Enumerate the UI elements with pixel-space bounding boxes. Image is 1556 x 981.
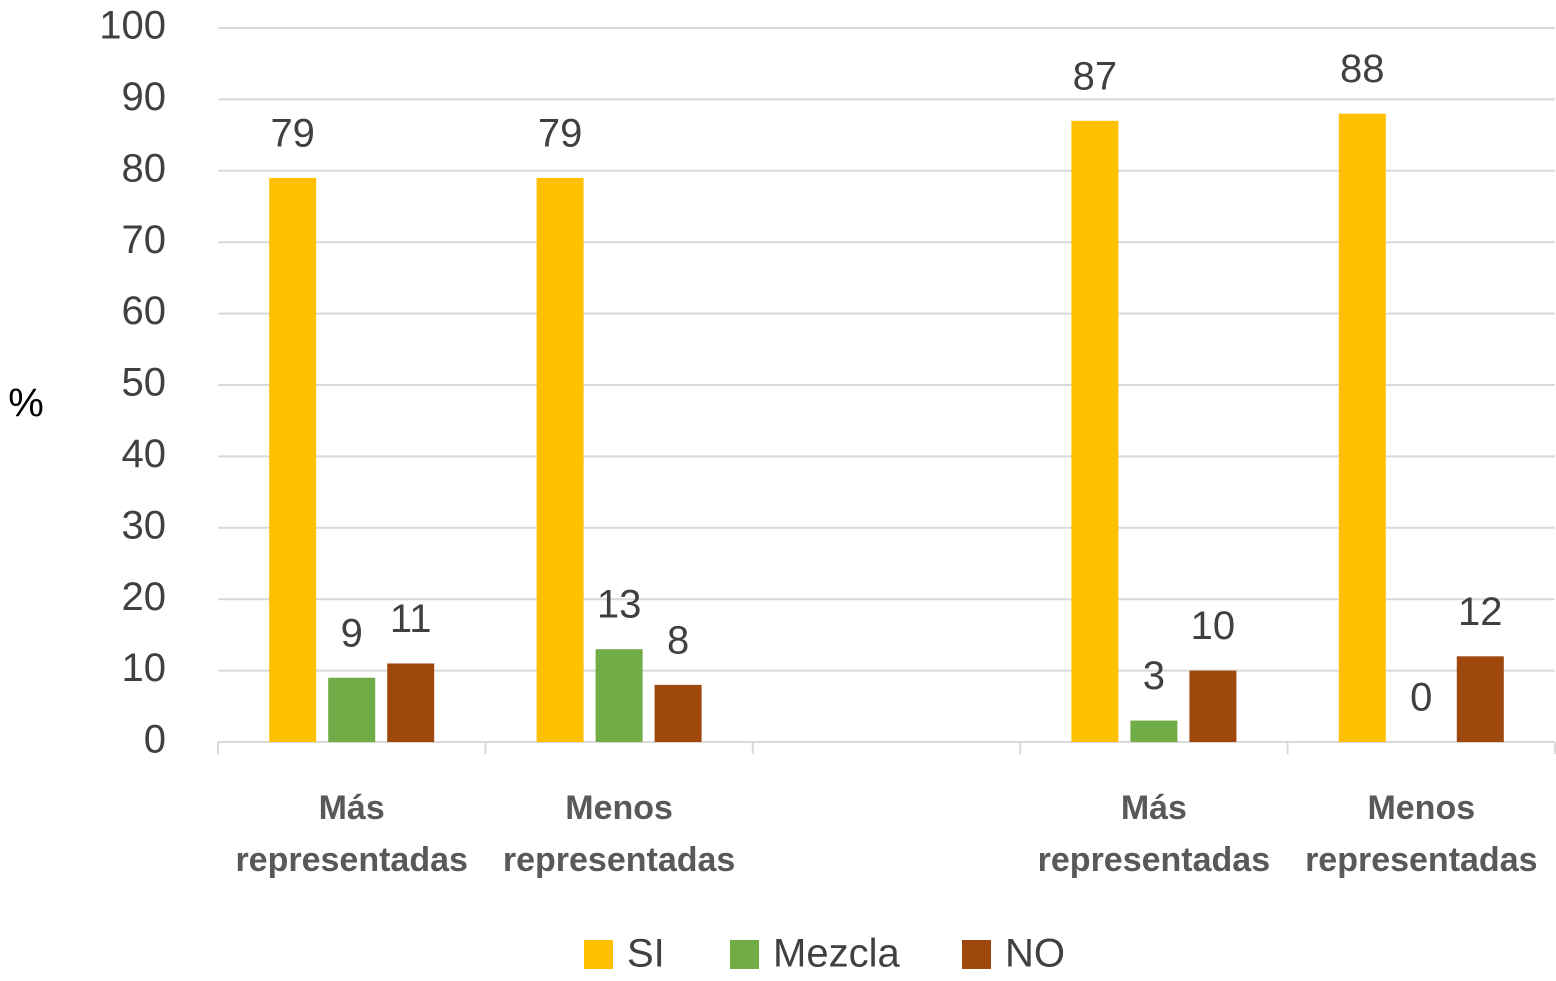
bar [595, 649, 643, 742]
y-tick-label: 40 [122, 432, 167, 476]
y-tick-label: 10 [122, 646, 167, 690]
bar [536, 177, 584, 742]
data-label: 11 [390, 597, 432, 641]
data-label: 12 [1458, 590, 1503, 634]
legend-swatch [584, 940, 613, 969]
data-label: 13 [597, 583, 642, 627]
data-label: 79 [538, 112, 583, 156]
bar [387, 663, 435, 742]
legend-swatch [730, 940, 759, 969]
x-tick-label: Más representadas [235, 789, 468, 879]
data-label: 88 [1340, 47, 1385, 91]
bar [1071, 120, 1119, 742]
y-tick-label: 0 [144, 718, 166, 762]
bar [1189, 670, 1237, 742]
data-label: 0 [1410, 676, 1432, 720]
bar [328, 677, 376, 742]
y-tick-label: 80 [122, 146, 167, 190]
x-tick-label: Menos representadas [502, 789, 736, 879]
legend-label: SI [627, 932, 665, 976]
y-tick-label: 60 [122, 289, 167, 333]
legend-label: NO [1005, 932, 1065, 976]
x-tick-label: Menos representadas [1305, 789, 1538, 879]
data-label: 79 [270, 112, 315, 156]
bar [269, 177, 317, 742]
bar [654, 684, 702, 742]
y-tick-label: 30 [122, 503, 167, 547]
bar [1130, 720, 1178, 742]
data-label: 8 [667, 618, 689, 662]
data-label: 87 [1073, 54, 1118, 98]
legend-label: Mezcla [773, 932, 900, 976]
y-tick-label: 20 [122, 575, 167, 619]
x-tick-label: Más representadas [1037, 789, 1271, 879]
bar [1338, 113, 1386, 743]
legend-swatch [962, 940, 991, 969]
y-tick-label: 70 [122, 218, 167, 262]
bar [1456, 656, 1504, 742]
y-axis-label: % [8, 382, 44, 426]
y-tick-label: 100 [99, 4, 166, 48]
y-tick-label: 90 [122, 75, 167, 119]
data-label: 9 [341, 611, 363, 655]
data-label: 10 [1191, 604, 1236, 648]
data-label: 3 [1143, 654, 1165, 698]
y-tick-label: 50 [122, 361, 167, 405]
